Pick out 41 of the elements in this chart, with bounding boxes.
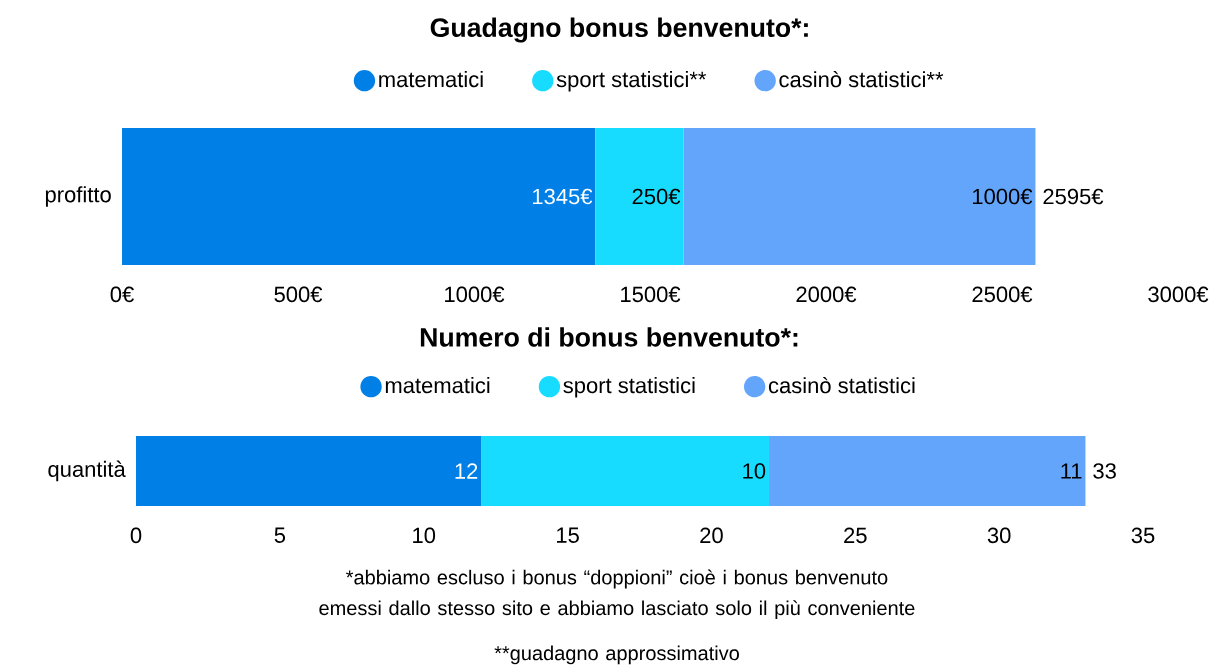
x-tick-label: 10 bbox=[413, 527, 436, 544]
text: **guadagno approssimativo bbox=[494, 645, 739, 665]
x-tick-label: 15 bbox=[557, 527, 579, 544]
bar bbox=[136, 436, 482, 507]
data-label: 250€ bbox=[632, 188, 681, 205]
legend-label: matematici bbox=[385, 377, 490, 394]
data-label: 11 bbox=[1061, 463, 1082, 479]
x-tick-label: 30 bbox=[987, 527, 1011, 544]
x-tick-label: 35 bbox=[1131, 527, 1155, 544]
x-tick-label: 2500€ bbox=[972, 286, 1033, 303]
data-label: 10 bbox=[743, 463, 766, 479]
bar bbox=[481, 436, 769, 507]
chart-title: Numero di bonus benvenuto*: bbox=[420, 327, 798, 347]
x-tick-label: 0€ bbox=[110, 286, 134, 303]
x-tick-label: 2000€ bbox=[796, 286, 857, 303]
data-label: 12 bbox=[455, 463, 478, 479]
legend-label: casinò statistici bbox=[768, 377, 915, 394]
legend-label: sport statistici** bbox=[556, 71, 707, 92]
bar bbox=[683, 128, 1036, 266]
x-tick-label: 500€ bbox=[274, 286, 323, 303]
x-tick-label: 1500€ bbox=[621, 286, 681, 303]
data-label: 1345€ bbox=[533, 188, 593, 205]
total-label: 33 bbox=[1093, 463, 1116, 479]
text: *abbiamo escluso i bonus “doppioni” cioè i bonus benvenuto emessi dallo stesso sito e abbiamo lasciato solo il più conveniente bbox=[319, 569, 915, 620]
legend-label: matematici bbox=[379, 71, 483, 88]
legend-label: sport statistici bbox=[563, 377, 695, 398]
legend-label: casinò statistici** bbox=[779, 71, 944, 88]
y-tick-label: quantità bbox=[48, 460, 126, 482]
x-tick-label: 0 bbox=[130, 527, 142, 544]
chart-title: Guadagno bonus benvenuto*: bbox=[430, 17, 808, 43]
bar bbox=[595, 128, 684, 266]
x-tick-label: 1000€ bbox=[445, 286, 505, 303]
bar bbox=[122, 128, 596, 266]
bar bbox=[768, 436, 1086, 507]
total-label: 2595€ bbox=[1043, 188, 1104, 205]
data-label: 1000€ bbox=[973, 188, 1033, 205]
x-tick-label: 25 bbox=[844, 527, 867, 544]
x-tick-label: 20 bbox=[700, 527, 723, 544]
x-tick-label: 5 bbox=[274, 527, 286, 544]
x-tick-label: 3000€ bbox=[1148, 286, 1209, 303]
y-tick-label: profitto bbox=[45, 186, 111, 207]
